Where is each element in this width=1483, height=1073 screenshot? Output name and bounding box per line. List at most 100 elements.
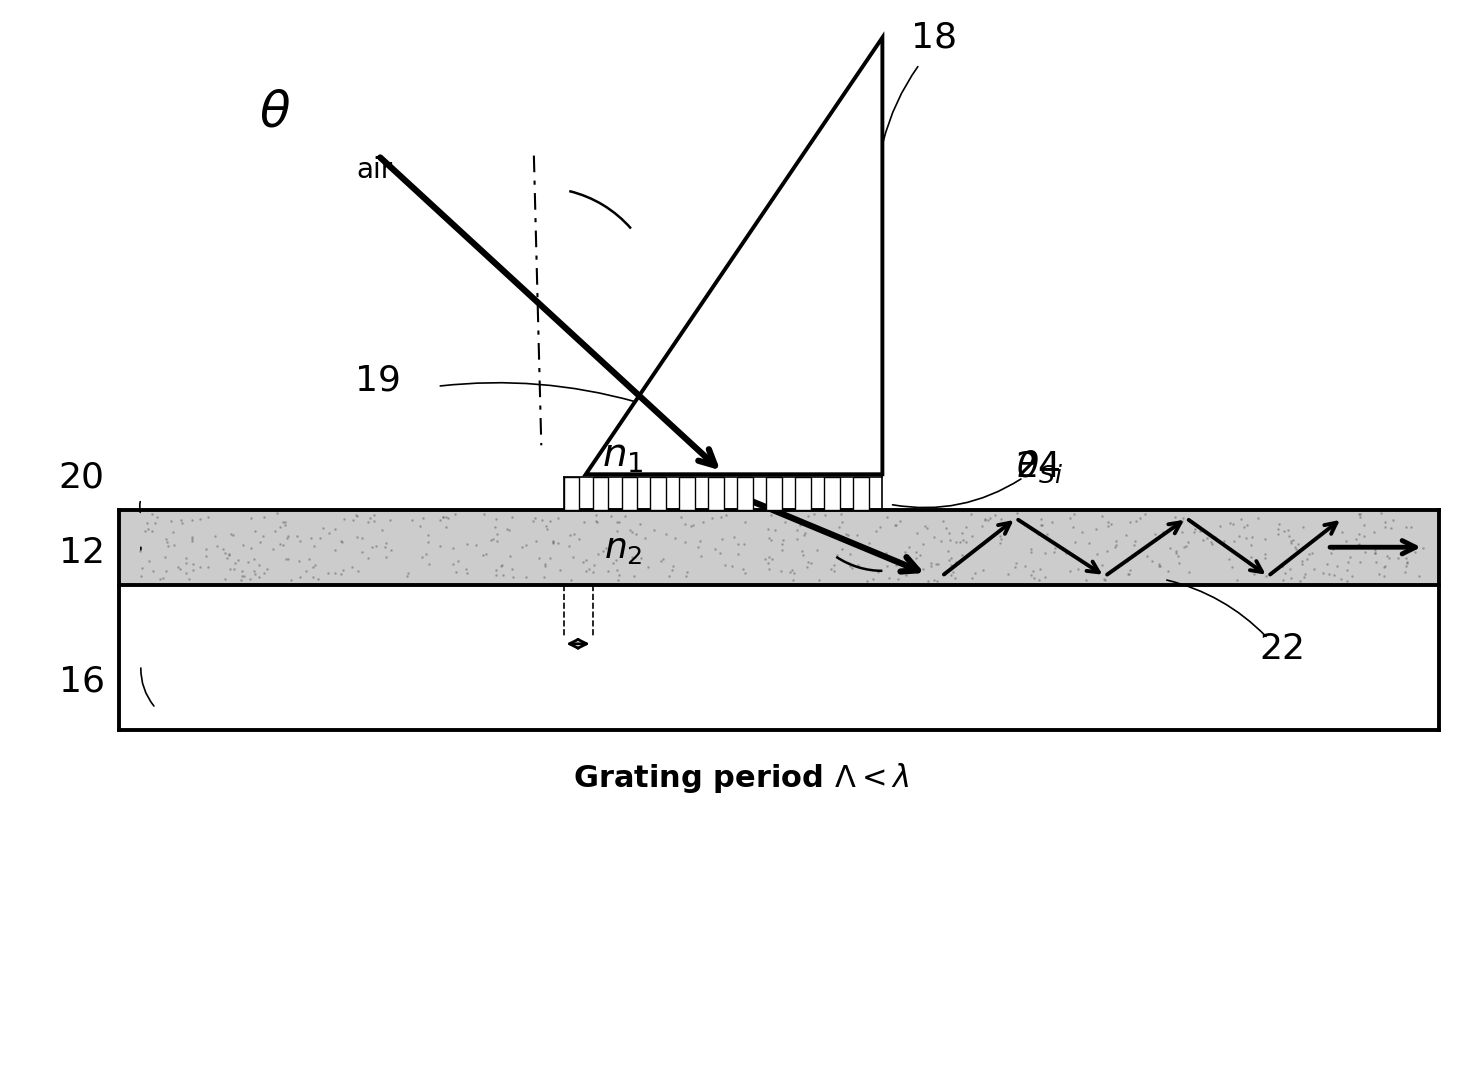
Point	[1387, 549, 1410, 567]
Point	[1335, 561, 1358, 578]
Point	[255, 560, 279, 577]
Point	[1335, 572, 1358, 589]
Point	[1212, 532, 1235, 549]
Point	[1293, 565, 1317, 583]
Point	[857, 534, 881, 552]
Point	[561, 548, 584, 565]
Point	[181, 531, 205, 548]
Point	[239, 571, 262, 588]
Point	[734, 564, 758, 582]
Point	[1289, 573, 1312, 590]
Point	[599, 506, 623, 524]
Point	[934, 519, 958, 536]
Point	[756, 561, 780, 578]
Point	[1320, 544, 1344, 561]
Point	[1394, 518, 1418, 535]
Point	[868, 518, 891, 535]
Point	[239, 540, 262, 557]
Point	[830, 513, 854, 530]
Point	[1029, 510, 1053, 527]
Point	[178, 570, 202, 587]
Point	[1032, 569, 1056, 586]
Point	[1127, 510, 1151, 527]
Point	[1152, 524, 1176, 541]
Point	[1178, 563, 1201, 580]
Point	[541, 532, 565, 549]
Point	[273, 516, 297, 533]
Point	[148, 570, 172, 587]
Point	[414, 546, 437, 563]
Point	[1209, 517, 1232, 534]
Point	[231, 568, 255, 585]
Point	[1172, 510, 1195, 527]
Point	[498, 547, 522, 564]
Point	[1403, 544, 1427, 561]
Point	[1167, 555, 1191, 572]
Point	[521, 512, 544, 529]
Point	[661, 558, 685, 575]
Point	[1348, 505, 1372, 523]
Point	[531, 512, 555, 529]
Point	[1084, 545, 1108, 562]
Point	[633, 530, 657, 547]
Point	[1176, 533, 1200, 550]
Point	[939, 556, 962, 573]
Point	[1269, 557, 1293, 574]
Point	[248, 556, 271, 573]
Point	[1158, 516, 1182, 533]
Bar	[119, 510, 1439, 585]
Point	[135, 515, 159, 532]
Point	[1277, 528, 1301, 545]
Point	[1090, 508, 1114, 525]
Point	[455, 564, 479, 582]
Point	[785, 531, 808, 548]
Point	[1400, 518, 1424, 535]
Point	[756, 520, 780, 538]
Point	[236, 554, 260, 571]
Point	[427, 538, 451, 555]
Point	[660, 561, 684, 578]
Point	[937, 525, 961, 542]
Point	[888, 512, 912, 529]
Point	[1266, 515, 1290, 532]
Bar	[853, 477, 869, 510]
Point	[523, 532, 547, 549]
Point	[1364, 539, 1388, 556]
Point	[983, 506, 1007, 524]
Point	[586, 514, 610, 531]
Point	[1166, 547, 1189, 564]
Point	[350, 543, 374, 560]
Point	[1364, 545, 1388, 562]
Point	[1412, 539, 1436, 556]
Point	[842, 536, 866, 554]
Text: air: air	[356, 156, 392, 183]
Point	[807, 571, 830, 588]
Point	[472, 505, 495, 523]
Point	[605, 513, 629, 530]
Point	[627, 516, 651, 533]
Point	[753, 550, 777, 568]
Point	[532, 569, 556, 586]
Point	[1163, 517, 1186, 534]
Point	[954, 518, 977, 535]
Point	[301, 569, 325, 586]
Point	[417, 556, 440, 573]
Point	[608, 567, 632, 584]
Point	[1278, 534, 1302, 552]
Point	[919, 557, 943, 574]
Bar	[709, 477, 724, 510]
Point	[1005, 504, 1029, 521]
Point	[1352, 516, 1376, 533]
Point	[663, 529, 687, 546]
Point	[154, 562, 178, 579]
Point	[1317, 565, 1341, 583]
Point	[1293, 569, 1317, 586]
Point	[722, 528, 746, 545]
Point	[1298, 546, 1321, 563]
Point	[1283, 539, 1307, 556]
Point	[340, 559, 363, 576]
Point	[1003, 558, 1026, 575]
Point	[1019, 567, 1043, 584]
Point	[878, 570, 902, 587]
Point	[1219, 559, 1243, 576]
